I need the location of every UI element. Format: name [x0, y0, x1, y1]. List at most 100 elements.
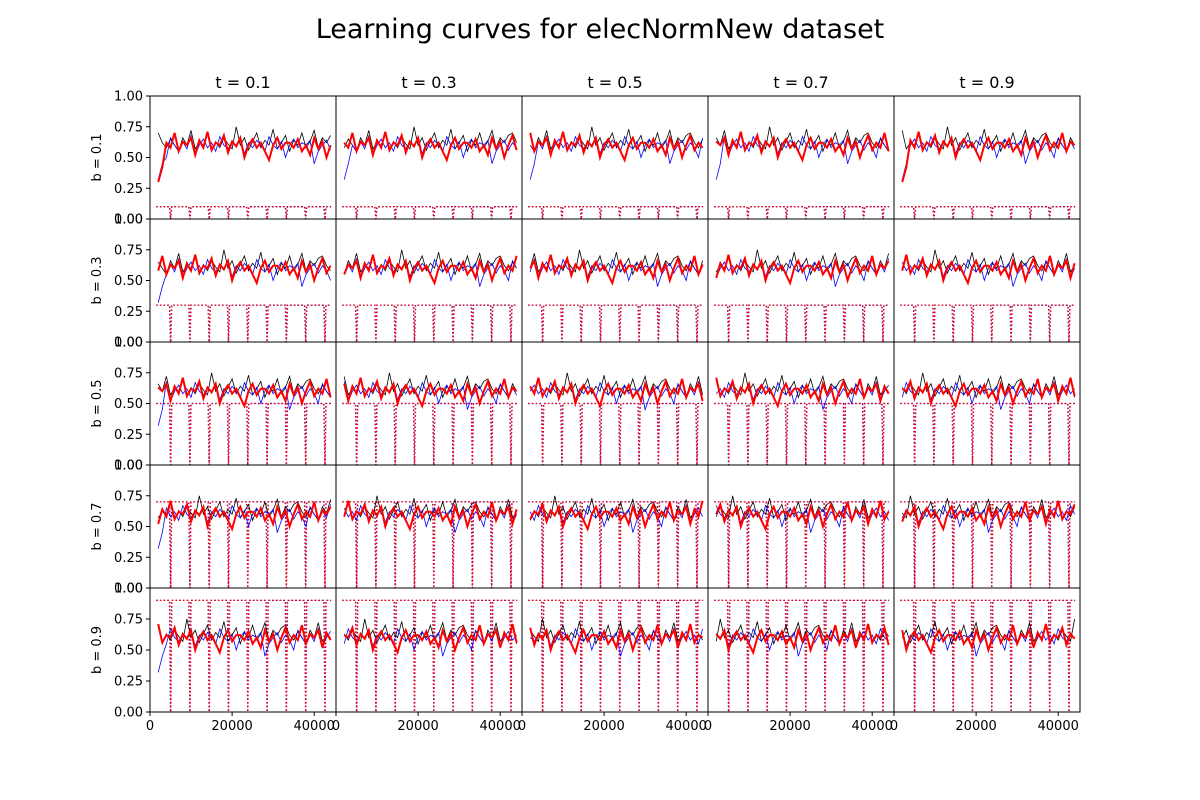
- base-accuracy-line: [529, 135, 703, 180]
- column-title: t = 0.7: [773, 73, 828, 92]
- y-tick-label: 0.00: [114, 336, 143, 351]
- x-tick-label: 40000: [852, 719, 893, 734]
- model-accuracy-line: [901, 623, 1076, 656]
- panel-b4-t1: 0 20000 40000: [332, 587, 523, 734]
- model-accuracy-line: [901, 131, 1076, 183]
- panel-plot-area: [528, 495, 704, 588]
- model-accuracy-line: [715, 623, 890, 656]
- budget-line-red: [714, 501, 890, 588]
- panel-frame: [521, 464, 709, 589]
- panel-frame: [521, 95, 709, 220]
- model-accuracy-line: [715, 500, 890, 532]
- model-accuracy-line: [529, 254, 704, 286]
- budget-line-red: [342, 206, 518, 219]
- x-tick-label: 20000: [955, 719, 996, 734]
- budget-line-blue: [342, 501, 518, 588]
- model-accuracy-line: [343, 500, 518, 532]
- panel-b1-t2: [521, 218, 709, 343]
- panel-b4-t2: 0 20000 40000: [518, 587, 709, 734]
- panel-b0-t4: t = 0.9: [893, 73, 1081, 220]
- panel-plot-area: [528, 599, 704, 712]
- y-tick-label: 0.50: [114, 151, 143, 166]
- y-tick-label: 1.00: [114, 459, 143, 474]
- x-tick-label: 0: [704, 719, 712, 734]
- panel-frame: [149, 218, 337, 343]
- panel-frame: [707, 587, 895, 713]
- panel-plot-area: [900, 599, 1076, 712]
- y-tick-label: 0.25: [114, 675, 143, 690]
- reference-accuracy-line: [901, 495, 1075, 522]
- panel-b0-t3: t = 0.7: [707, 73, 895, 220]
- y-tick-label: 1.00: [114, 213, 143, 228]
- y-tick-label: 1.00: [114, 90, 143, 105]
- y-tick-label: 0.00: [114, 459, 143, 474]
- column-title: t = 0.1: [215, 73, 270, 92]
- panel-grid: 0.00 0.25 0.50 0.75 1.00 b = 0.1 t = 0.1 t = 0.…: [90, 73, 1081, 734]
- model-accuracy-line: [529, 500, 704, 532]
- panel-plot-area: [900, 249, 1076, 342]
- panel-frame: [335, 587, 523, 713]
- reference-accuracy-line: [529, 249, 703, 276]
- panel-b3-t4: [893, 464, 1081, 589]
- y-tick-label: 1.00: [114, 582, 143, 597]
- panel-plot-area: [156, 599, 332, 712]
- budget-line-red: [156, 206, 332, 219]
- x-tick-label: 20000: [397, 719, 438, 734]
- y-tick-label: 0.00: [114, 706, 143, 721]
- panel-frame: [707, 218, 895, 343]
- model-accuracy-line: [343, 254, 518, 286]
- base-accuracy-line: [715, 627, 889, 657]
- budget-line-red: [342, 304, 518, 342]
- panel-frame: [707, 464, 895, 589]
- y-tick-label: 0.25: [114, 305, 143, 320]
- base-accuracy-line: [157, 258, 331, 303]
- column-title: t = 0.3: [401, 73, 456, 92]
- x-tick-label: 0: [518, 719, 526, 734]
- reference-accuracy-line: [343, 618, 517, 646]
- model-accuracy-line: [901, 254, 1076, 286]
- panel-b2-t4: [893, 341, 1081, 466]
- chart-title: Learning curves for elecNormNew dataset: [316, 14, 885, 45]
- panel-plot-area: [528, 249, 704, 342]
- model-accuracy-line: [343, 623, 518, 656]
- panel-b2-t2: [521, 341, 709, 466]
- model-accuracy-line: [715, 254, 890, 286]
- panel-frame: [893, 218, 1081, 343]
- budget-line-red: [900, 402, 1076, 465]
- panel-plot-area: [156, 126, 332, 219]
- model-accuracy-line: [157, 377, 332, 409]
- panel-b2-t0: 0.00 0.25 0.50 0.75 1.00 b = 0.5: [90, 336, 337, 474]
- model-accuracy-line: [529, 377, 704, 409]
- base-accuracy-line: [343, 381, 517, 410]
- panel-b2-t3: [707, 341, 895, 466]
- panel-plot-area: [900, 126, 1076, 219]
- panel-plot-area: [714, 126, 890, 219]
- budget-line-red: [714, 304, 890, 342]
- y-tick-label: 0.75: [114, 366, 143, 381]
- base-accuracy-line: [529, 627, 703, 657]
- budget-line-red: [528, 501, 704, 588]
- model-accuracy-line: [529, 131, 704, 163]
- y-tick-label: 0.25: [114, 428, 143, 443]
- model-accuracy-line: [157, 500, 332, 532]
- x-tick-label: 40000: [666, 719, 707, 734]
- y-tick-label: 0.75: [114, 243, 143, 258]
- panel-plot-area: [900, 495, 1076, 588]
- y-tick-label: 0.50: [114, 397, 143, 412]
- budget-line-red: [714, 206, 890, 219]
- column-title: t = 0.5: [587, 73, 642, 92]
- y-tick-label: 0.50: [114, 644, 143, 659]
- panel-b4-t3: 0 20000 40000: [704, 587, 895, 734]
- panel-b3-t3: [707, 464, 895, 589]
- x-tick-label: 0: [146, 719, 154, 734]
- model-accuracy-line: [901, 377, 1076, 409]
- panel-frame: [893, 95, 1081, 220]
- y-tick-label: 0.75: [114, 489, 143, 504]
- panel-frame: [149, 95, 337, 220]
- budget-line-red: [156, 402, 332, 465]
- panel-frame: [893, 587, 1081, 713]
- column-title: t = 0.9: [959, 73, 1014, 92]
- base-accuracy-line: [901, 135, 1075, 180]
- model-accuracy-line: [343, 131, 518, 163]
- panel-frame: [149, 464, 337, 589]
